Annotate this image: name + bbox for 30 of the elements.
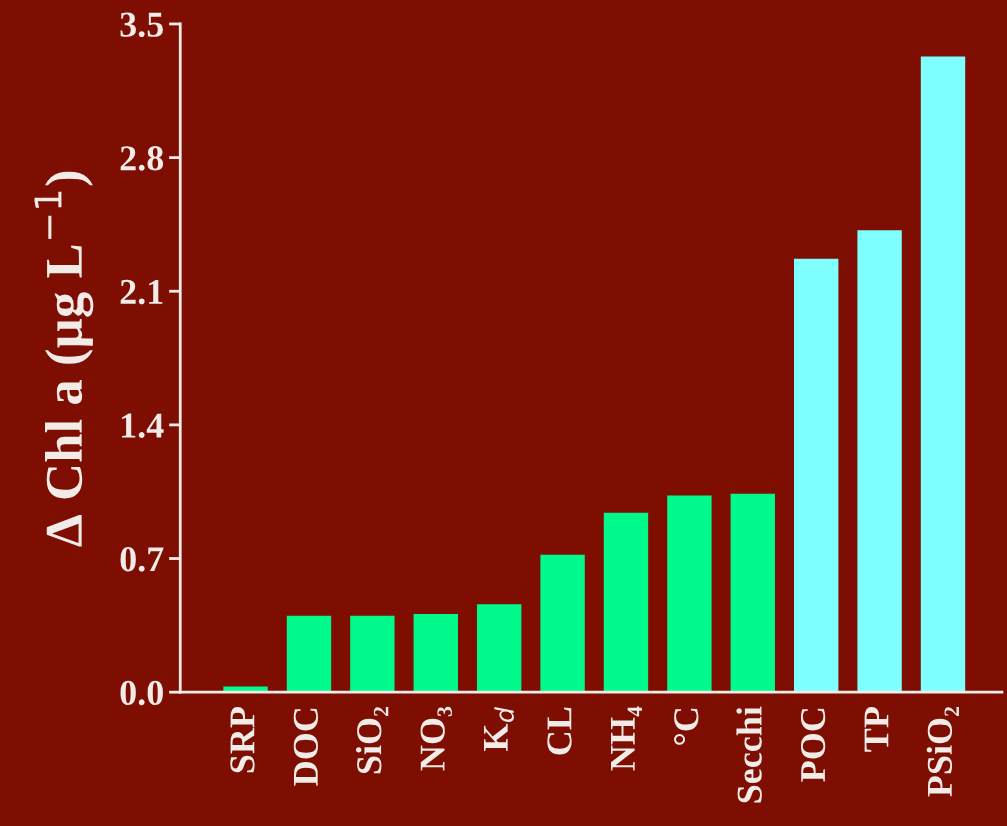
- x-tick-label: Secchi: [736, 706, 762, 803]
- bar: [350, 615, 395, 693]
- y-tick-label: 1.4: [122, 413, 164, 438]
- bar: [540, 554, 585, 693]
- bar: [730, 493, 775, 693]
- y-tick-label: 0.7: [120, 547, 164, 572]
- bar: [286, 615, 332, 693]
- bar: [920, 56, 966, 693]
- x-tick-label: NH₄: [611, 706, 642, 771]
- x-tick-label: POC: [800, 708, 826, 782]
- x-tick-label: TP: [864, 707, 889, 752]
- x-tick-label: °C: [674, 708, 699, 745]
- x-tick-label: K$_{d}$: [484, 706, 514, 751]
- bar: [603, 512, 649, 693]
- bar: [413, 613, 458, 693]
- x-tick-label: SRP: [230, 707, 255, 773]
- y-tick-label: 0.0: [120, 680, 163, 706]
- x-tick-label: PSiO₂: [926, 706, 959, 797]
- bar: [794, 258, 839, 693]
- bar: [667, 495, 712, 693]
- x-tick-label: SiO₂: [355, 706, 389, 774]
- bar: [857, 230, 902, 693]
- bar: [476, 604, 522, 693]
- y-tick-label: 3.5: [120, 12, 163, 37]
- y-tick-label: 2.8: [120, 146, 164, 171]
- x-tick-label: DOC: [293, 708, 318, 786]
- x-tick-label: CL: [547, 707, 572, 755]
- y-tick-label: 2.1: [120, 279, 163, 305]
- x-tick-label: NO₃: [420, 706, 452, 771]
- y-axis-title: Δ Chl a (µg L$^{−1}$): [34, 171, 94, 547]
